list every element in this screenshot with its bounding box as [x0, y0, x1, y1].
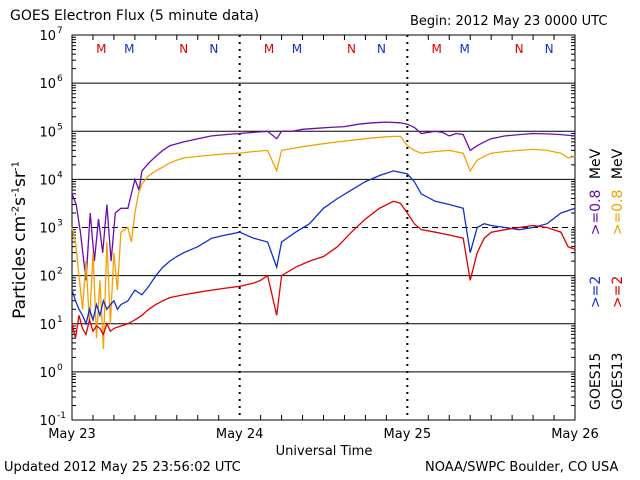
x-tick-label: May 25 [384, 427, 432, 442]
y-tick-label: 10 [39, 29, 56, 44]
legend-goes13: GOES13 >=2 >=0.8 MeV [610, 149, 626, 410]
y-tick-label: 10 [39, 414, 56, 429]
mn-marker: M [264, 42, 274, 56]
y-tick-exponent: -1 [57, 411, 66, 421]
series-line [71, 170, 576, 326]
mn-marker: N [515, 42, 524, 56]
mn-marker: N [377, 42, 386, 56]
y-tick-label: 10 [39, 77, 56, 92]
y-tick-label: 10 [39, 125, 56, 140]
y-tick-label: 10 [39, 270, 56, 285]
legend-goes15-mev: MeV [588, 148, 604, 180]
x-tick-label: May 23 [48, 427, 96, 442]
y-tick-exponent: 3 [57, 219, 63, 229]
axis-ticks [72, 35, 575, 420]
mn-marker: N [179, 42, 188, 56]
series-line [71, 200, 576, 339]
grid-lines [72, 35, 575, 420]
mn-marker: M [124, 42, 134, 56]
legend-goes15: GOES15 >=2 >=0.8 MeV [588, 149, 604, 410]
y-tick-exponent: 7 [57, 26, 63, 36]
source-credit: NOAA/SWPC Boulder, CO USA [425, 460, 619, 475]
y-tick-exponent: 1 [57, 315, 63, 325]
mn-marker: M [431, 42, 441, 56]
x-axis-label: Universal Time [276, 444, 373, 459]
y-tick-exponent: 6 [57, 74, 63, 84]
updated-time: Updated 2012 May 25 23:56:02 UTC [4, 460, 241, 475]
legend-goes15-08: >=0.8 [588, 189, 604, 236]
y-tick-label: 10 [39, 222, 56, 237]
legend-goes13-2: >=2 [610, 275, 626, 309]
y-tick-exponent: 4 [57, 170, 63, 180]
x-tick-labels: May 23 May 24 May 25 May 26 [48, 427, 599, 442]
y-tick-label: 10 [39, 173, 56, 188]
mn-marker: M [459, 42, 469, 56]
legend-goes13-08: >=0.8 [610, 189, 626, 236]
mn-marker: N [209, 42, 218, 56]
y-tick-label: 10 [39, 366, 56, 381]
legend-goes15-sat: GOES15 [588, 352, 604, 410]
series-line [71, 135, 576, 349]
series-layer [71, 121, 576, 349]
x-tick-label: May 26 [551, 427, 599, 442]
y-tick-exponent: 5 [57, 122, 63, 132]
legend-goes13-sat: GOES13 [610, 352, 626, 410]
legend-goes13-mev: MeV [610, 148, 626, 180]
mn-marker: M [96, 42, 106, 56]
y-tick-exponent: 0 [57, 363, 63, 373]
mn-marker: N [347, 42, 356, 56]
y-tick-exponent: 2 [57, 267, 63, 277]
y-tick-label: 10 [39, 318, 56, 333]
x-tick-label: May 24 [216, 427, 264, 442]
mn-marker: N [545, 42, 554, 56]
series-line [71, 121, 576, 281]
chart-title: GOES Electron Flux (5 minute data) [10, 8, 260, 24]
mn-marker: M [292, 42, 302, 56]
legend-goes15-2: >=2 [588, 275, 604, 309]
begin-time: Begin: 2012 May 23 0000 UTC [410, 14, 608, 29]
